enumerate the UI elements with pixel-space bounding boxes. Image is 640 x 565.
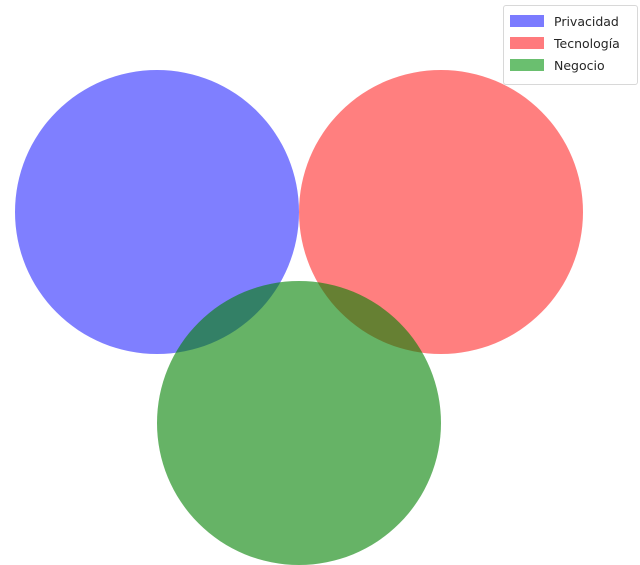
legend-label-negocio: Negocio <box>554 57 605 73</box>
legend-swatch-tecnologia <box>510 37 544 49</box>
tecnologia-circle <box>299 70 583 354</box>
legend-item-tecnologia: Tecnología <box>510 32 631 54</box>
legend-item-negocio: Negocio <box>510 54 631 76</box>
legend-swatch-privacidad <box>510 15 544 27</box>
legend-label-privacidad: Privacidad <box>554 13 619 29</box>
negocio-circle <box>157 281 441 565</box>
legend-swatch-negocio <box>510 59 544 71</box>
legend-label-tecnologia: Tecnología <box>554 35 620 51</box>
legend-item-privacidad: Privacidad <box>510 10 631 32</box>
privacidad-circle <box>15 70 299 354</box>
legend: Privacidad Tecnología Negocio <box>503 5 638 85</box>
